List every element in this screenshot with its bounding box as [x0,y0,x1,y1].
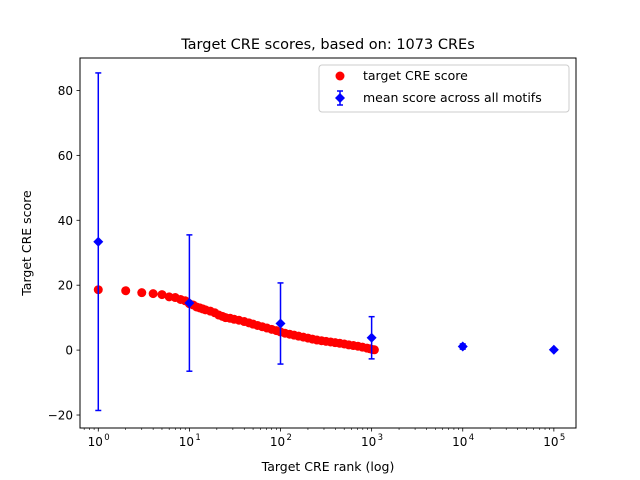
y-tick-label-5: 80 [58,84,73,98]
legend-marker-target-cre-score [335,71,345,81]
legend-label-target-cre-score: target CRE score [363,68,468,83]
x-axis-label: Target CRE rank (log) [261,459,395,474]
target-cre-point-1 [121,286,131,296]
target-cre-point-2 [137,288,147,298]
y-tick-label-4: 60 [58,149,73,163]
x-tick-label-0: 10 [88,435,103,449]
plot-frame [79,57,577,429]
series-mean-score [93,72,559,412]
x-axis: 10 0 10 1 10 2 10 3 10 4 10 5 [83,428,565,449]
x-tick-label-4: 10 [452,435,467,449]
mean-score-point-2 [275,318,286,329]
x-tick-label-1: 10 [179,435,194,449]
x-tick-label-5: 10 [543,435,558,449]
chart-title: Target CRE scores, based on: 1073 CREs [180,37,475,53]
legend-marker-mean-score [335,93,345,103]
x-tick-label-3: 10 [361,435,376,449]
x-tick-exponent-5: 5 [560,433,565,443]
mean-score-point-4 [457,341,468,352]
target-cre-point-3 [148,289,158,299]
y-tick-label-0: −20 [48,409,73,423]
target-cre-point-4 [157,290,167,300]
x-tick-exponent-4: 4 [469,433,474,443]
x-tick-exponent-1: 1 [195,433,200,443]
y-axis: −20 0 20 40 60 80 [48,84,80,423]
y-tick-label-2: 20 [58,279,73,293]
x-tick-label-2: 10 [270,435,285,449]
x-tick-exponent-3: 3 [378,433,383,443]
y-tick-label-1: 0 [65,344,73,358]
plot-data [93,72,559,412]
x-tick-exponent-0: 0 [104,433,109,443]
mean-score-point-1 [184,298,195,309]
y-tick-label-3: 40 [58,214,73,228]
legend-label-mean-score: mean score across all motifs [363,90,542,105]
legend: target CRE score mean score across all m… [318,64,570,113]
mean-score-point-0 [93,236,104,247]
x-tick-exponent-2: 2 [287,433,292,443]
series-target-cre-score [93,285,379,355]
mean-score-point-5 [548,344,559,355]
legend-box [318,64,570,113]
y-axis-label: Target CRE score [19,190,34,297]
mean-score-point-3 [366,332,377,343]
